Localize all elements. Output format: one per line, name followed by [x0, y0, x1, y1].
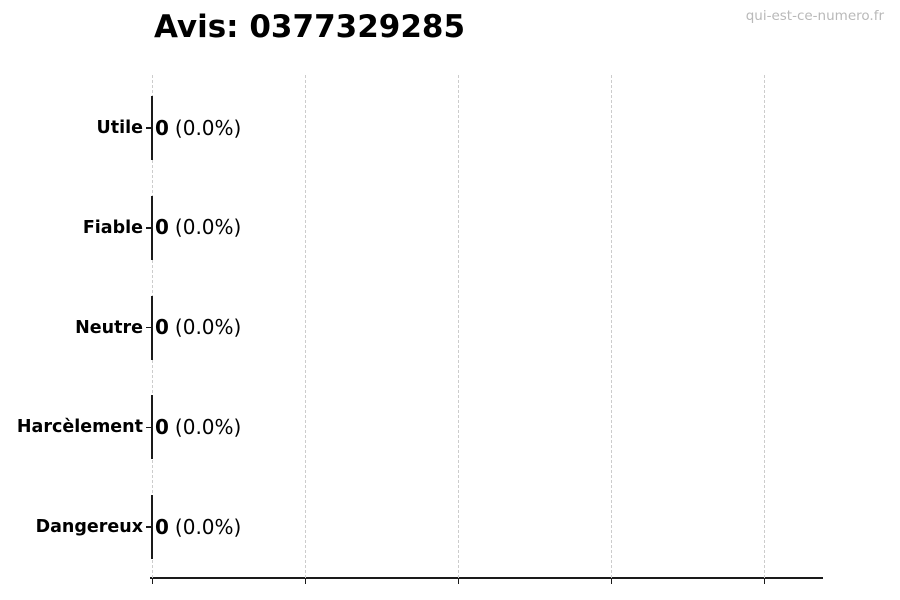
value-annotation: 0 (0.0%) [155, 514, 241, 541]
category-label: Neutre [75, 317, 143, 338]
x-axis-tick [610, 578, 612, 584]
gridline [304, 75, 306, 578]
value-percent: (0.0%) [174, 315, 242, 339]
value-count: 0 [155, 115, 169, 140]
category-label: Utile [96, 118, 143, 138]
value-percent: (0.0%) [174, 514, 242, 539]
gridline [610, 75, 612, 578]
y-tick [145, 426, 152, 428]
gridline [457, 75, 459, 578]
x-axis-tick [304, 578, 306, 584]
category-label: Harcèlement [16, 417, 143, 438]
value-count: 0 [155, 215, 169, 240]
x-axis-tick [457, 578, 459, 584]
x-axis-tick [151, 578, 153, 584]
value-percent: (0.0%) [174, 215, 242, 240]
chart-title: Avis: 0377329285 [154, 9, 466, 45]
watermark-text: qui-est-ce-numero.fr [745, 8, 884, 24]
y-tick [145, 326, 152, 329]
y-tick [145, 227, 152, 229]
value-annotation: 0 (0.0%) [155, 115, 241, 142]
value-annotation: 0 (0.0%) [155, 214, 241, 241]
y-tick [145, 127, 152, 129]
category-label: Fiable [82, 217, 143, 238]
y-tick [145, 526, 152, 528]
x-axis-tick [763, 578, 765, 584]
value-annotation: 0 (0.0%) [155, 314, 241, 341]
value-count: 0 [155, 414, 169, 439]
category-label: Dangereux [35, 517, 143, 537]
value-annotation: 0 (0.0%) [155, 414, 241, 441]
value-count: 0 [155, 315, 169, 339]
gridline [763, 75, 765, 578]
value-percent: (0.0%) [174, 414, 242, 439]
x-axis-line [150, 577, 823, 579]
value-percent: (0.0%) [174, 115, 242, 140]
value-count: 0 [155, 514, 169, 539]
